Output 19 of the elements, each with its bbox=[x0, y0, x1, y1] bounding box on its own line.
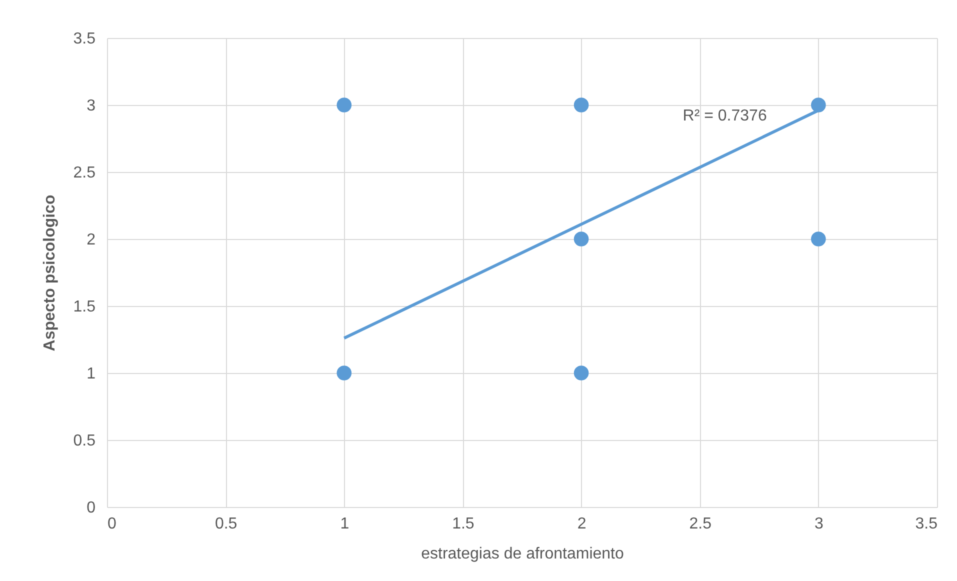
y-tick-label: 2.5 bbox=[73, 164, 96, 182]
x-axis-title: estrategias de afrontamiento bbox=[421, 546, 624, 562]
x-tick-label: 0 bbox=[108, 516, 116, 532]
x-tick-label: 1 bbox=[340, 516, 350, 532]
y-tick-label: 0 bbox=[86, 500, 96, 516]
y-tick-label: 0.5 bbox=[73, 432, 96, 450]
y-tick-label: 3 bbox=[86, 98, 96, 114]
y-axis-title: Aspecto psicologico bbox=[41, 194, 58, 352]
y-tick-label: 2 bbox=[86, 232, 96, 248]
x-tick-label: 0.5 bbox=[214, 516, 238, 532]
x-tick-label: 2 bbox=[577, 516, 586, 532]
y-tick-label: 1 bbox=[86, 366, 96, 382]
y-tick-label: 1.5 bbox=[73, 298, 96, 316]
y-tick-label: 3.5 bbox=[73, 30, 96, 48]
x-tick-label: 3 bbox=[814, 516, 824, 532]
annotation: R² = 0.7376 bbox=[682, 107, 767, 124]
x-tick-label: 2.5 bbox=[689, 516, 712, 532]
x-tick-label: 1.5 bbox=[452, 516, 474, 532]
x-tick-label: 3.5 bbox=[915, 516, 938, 532]
